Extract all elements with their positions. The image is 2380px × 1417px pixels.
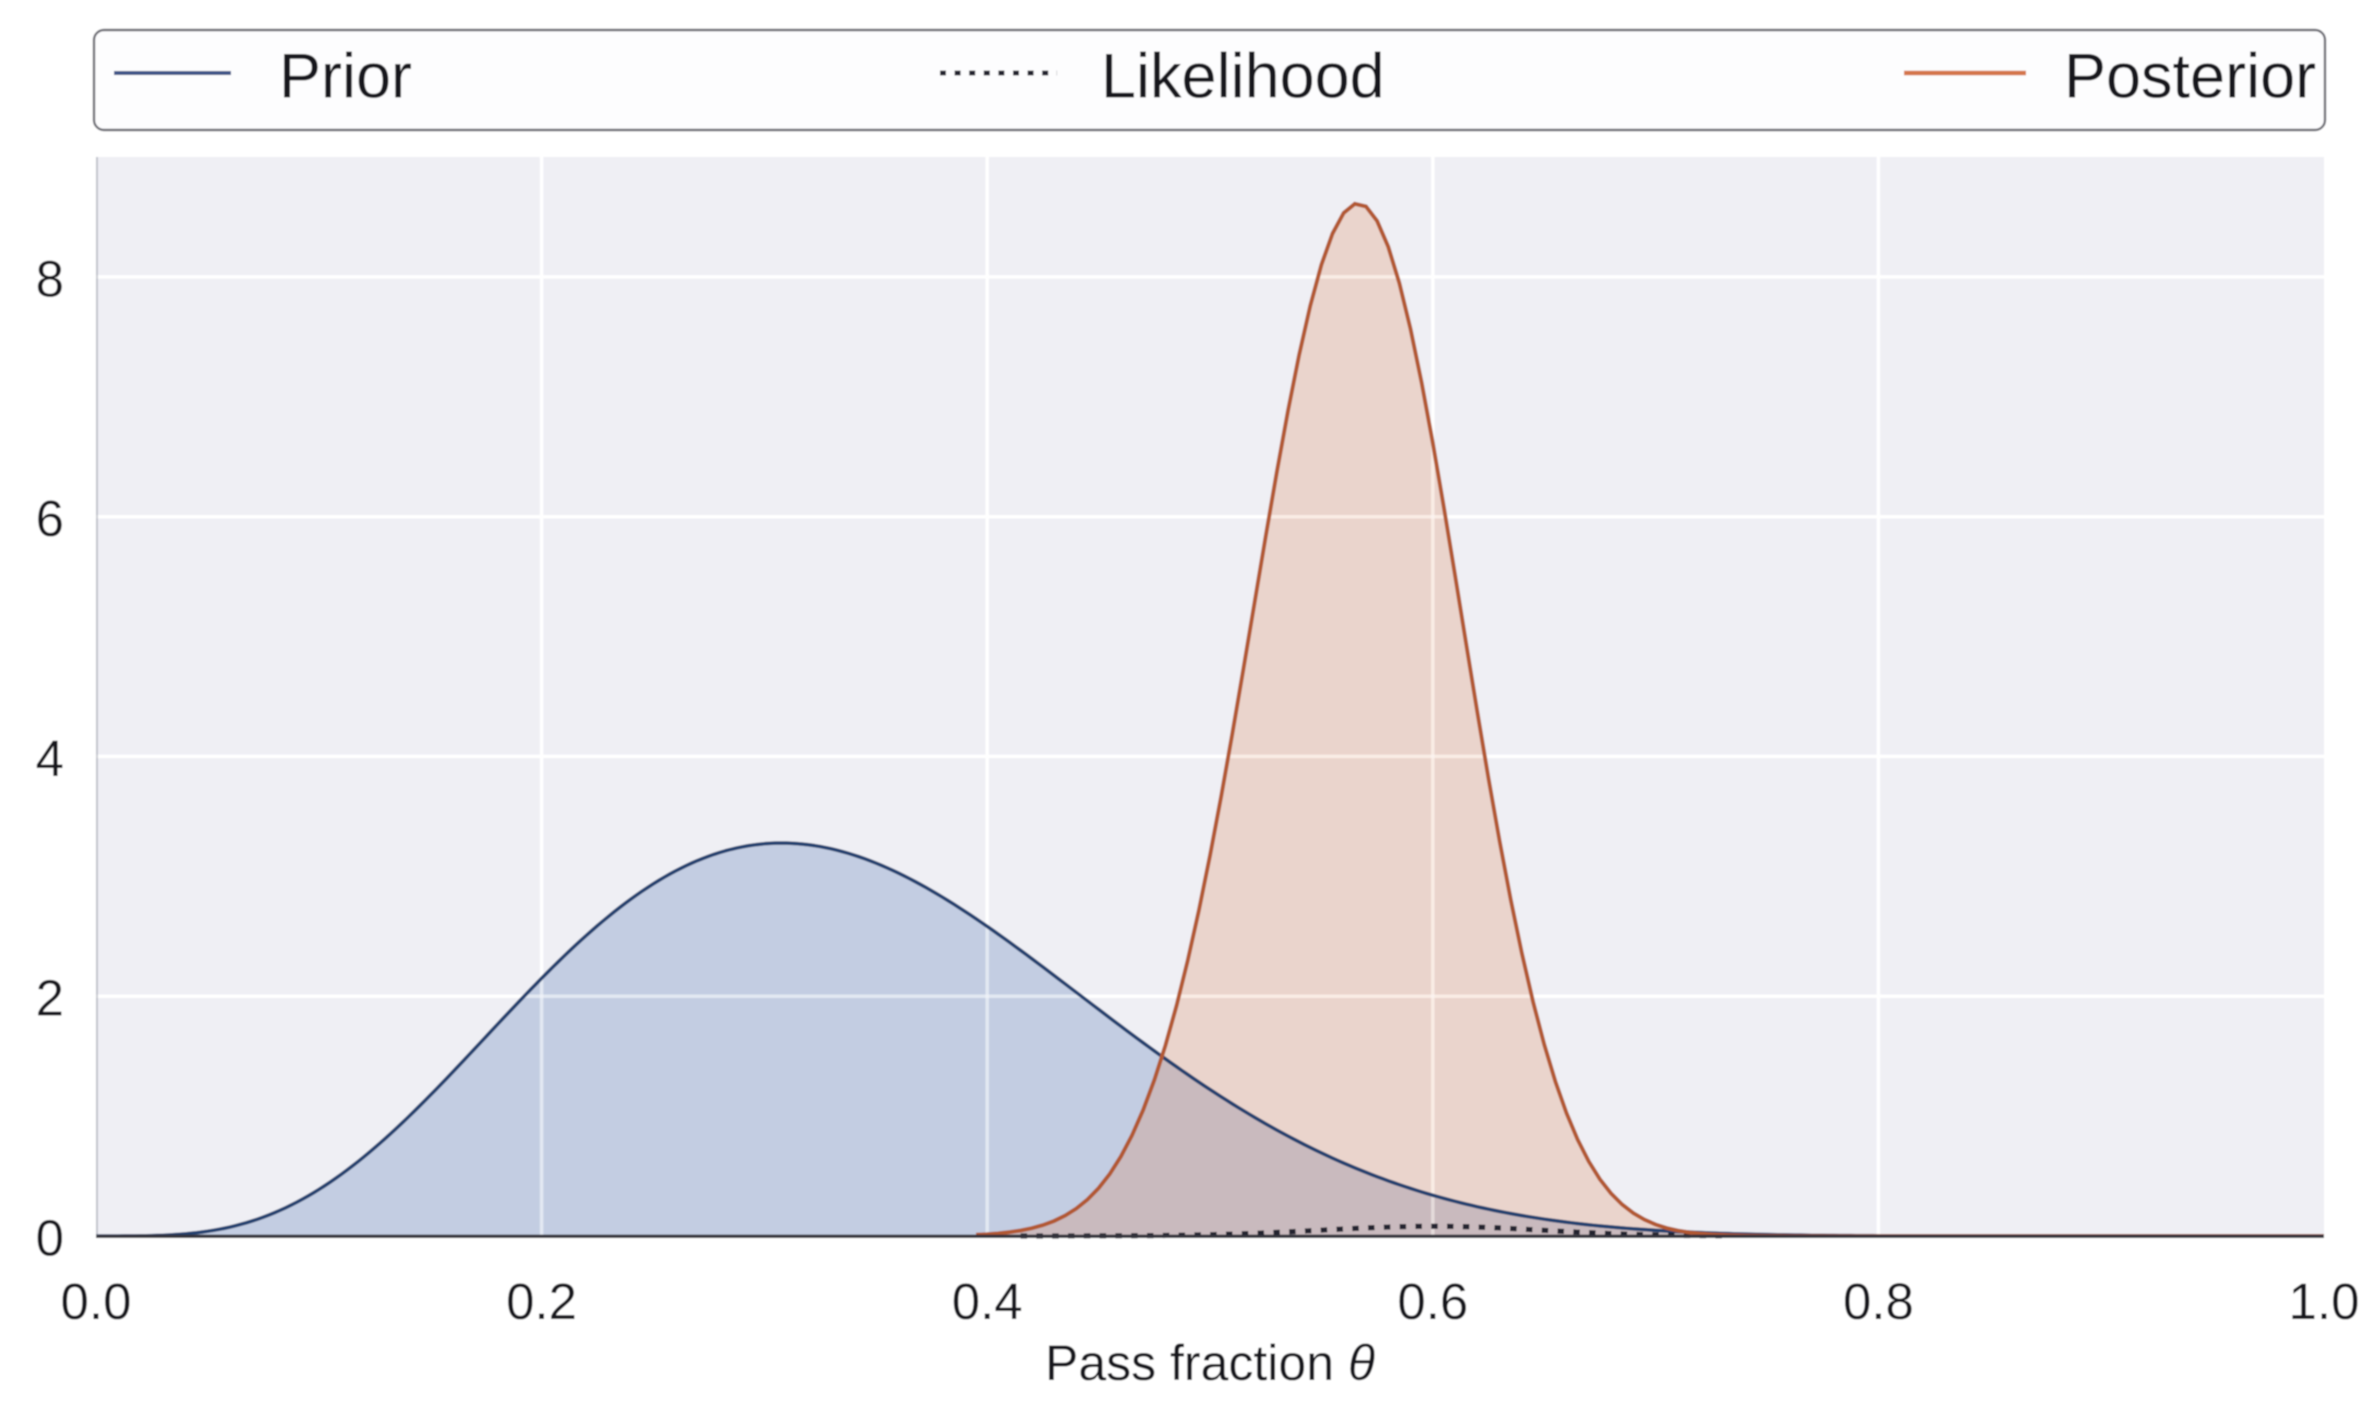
svg-text:Likelihood: Likelihood	[1101, 42, 1385, 112]
svg-text:0.4: 0.4	[952, 1273, 1023, 1330]
svg-text:1.0: 1.0	[2289, 1273, 2360, 1330]
svg-text:Posterior: Posterior	[2064, 42, 2316, 112]
svg-text:4: 4	[36, 730, 64, 787]
svg-text:8: 8	[36, 250, 64, 307]
svg-text:0: 0	[36, 1210, 64, 1267]
svg-text:0.2: 0.2	[506, 1273, 577, 1330]
svg-text:0.0: 0.0	[61, 1273, 132, 1330]
svg-text:Pass fraction θ: Pass fraction θ	[1045, 1335, 1375, 1391]
svg-text:6: 6	[36, 490, 64, 547]
svg-text:0.8: 0.8	[1843, 1273, 1914, 1330]
svg-text:Prior: Prior	[279, 42, 412, 112]
svg-text:2: 2	[36, 970, 64, 1027]
svg-text:0.6: 0.6	[1397, 1273, 1468, 1330]
